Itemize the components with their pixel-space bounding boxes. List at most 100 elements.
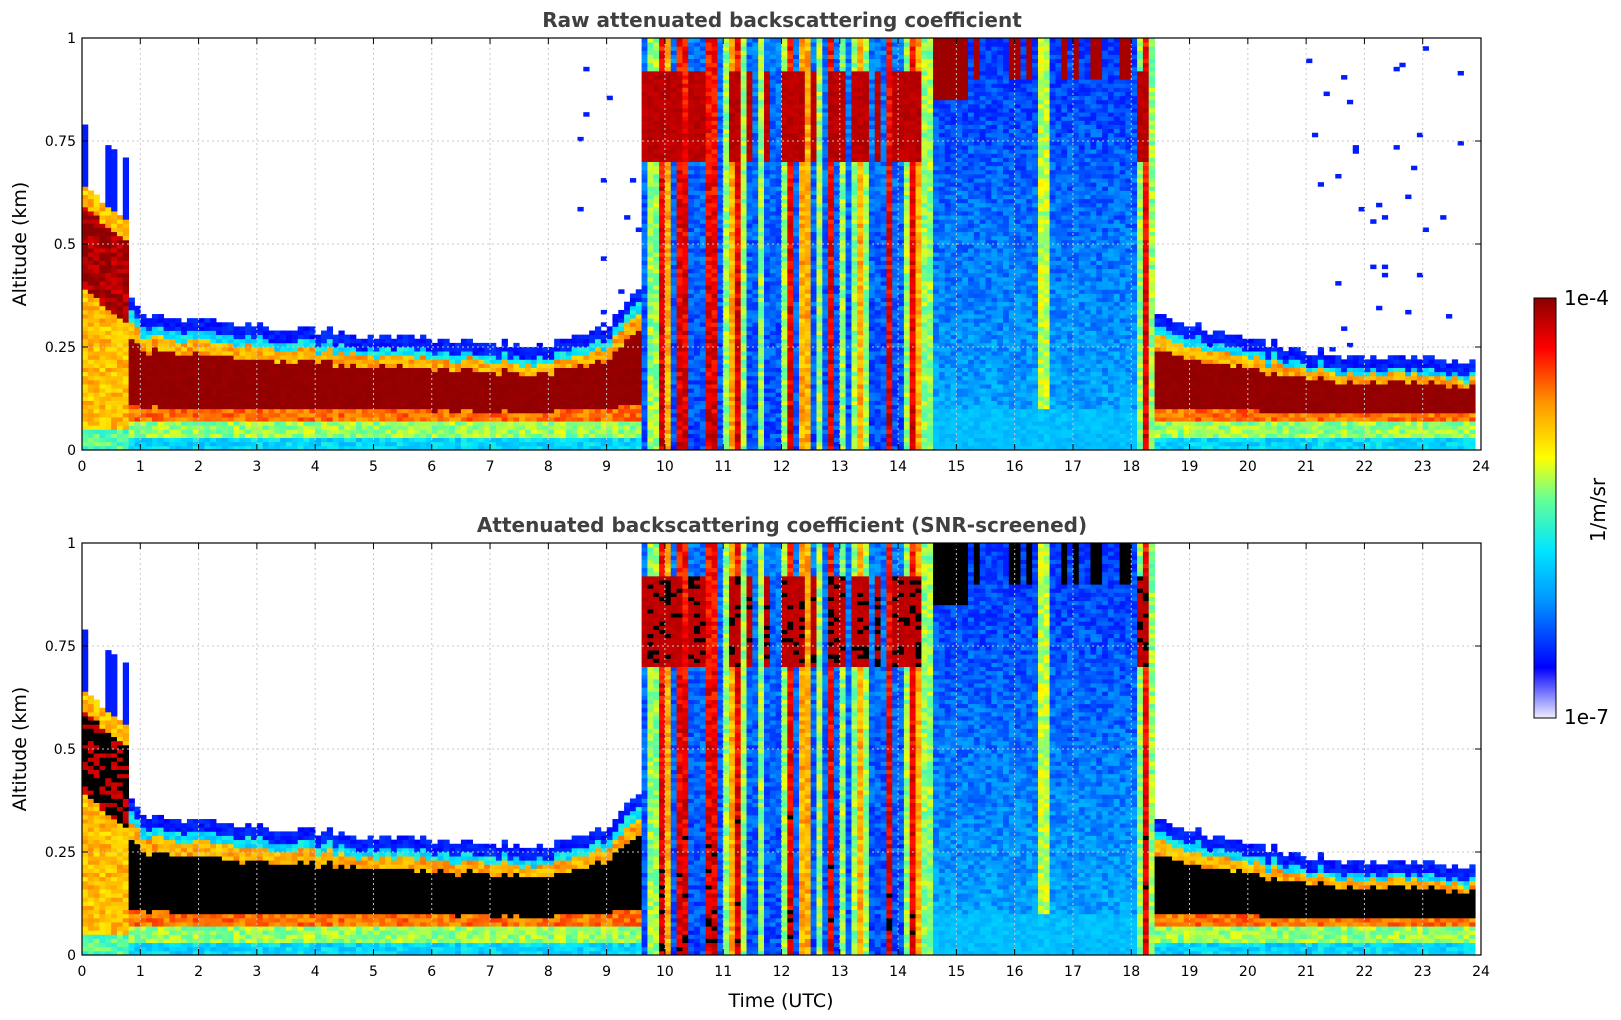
heatmap-cell bbox=[239, 396, 246, 401]
heatmap-cell bbox=[140, 392, 147, 397]
heatmap-cell bbox=[268, 441, 275, 447]
heatmap-cell bbox=[612, 429, 619, 434]
heatmap-cell bbox=[379, 445, 386, 451]
heatmap-cell bbox=[87, 338, 95, 344]
heatmap-cell bbox=[647, 260, 654, 265]
heatmap-cell bbox=[122, 252, 130, 257]
heatmap-cell bbox=[536, 404, 543, 410]
heatmap-cell bbox=[355, 421, 363, 426]
heatmap-cell bbox=[641, 322, 648, 327]
heatmap-cell bbox=[355, 392, 363, 397]
heatmap-cell bbox=[431, 421, 438, 426]
heatmap-cell bbox=[653, 145, 660, 150]
heatmap-cell bbox=[186, 437, 194, 443]
heatmap-cell bbox=[734, 367, 742, 373]
heatmap-cell bbox=[559, 367, 567, 373]
heatmap-cell bbox=[268, 388, 275, 393]
heatmap-cell bbox=[140, 425, 147, 430]
heatmap-cell bbox=[99, 314, 106, 319]
heatmap-cell bbox=[594, 408, 602, 414]
heatmap-cell bbox=[740, 359, 747, 364]
heatmap-cell bbox=[105, 178, 112, 183]
heatmap-cell bbox=[723, 223, 730, 228]
heatmap-cell bbox=[449, 400, 456, 406]
heatmap-cell bbox=[181, 359, 188, 364]
heatmap-cell bbox=[437, 441, 444, 447]
heatmap-cell bbox=[449, 408, 456, 414]
heatmap-cell bbox=[729, 161, 736, 167]
heatmap-cell bbox=[216, 355, 223, 360]
heatmap-cell bbox=[594, 441, 602, 447]
heatmap-cell bbox=[740, 264, 747, 270]
heatmap-cell bbox=[577, 433, 584, 439]
heatmap-cell bbox=[559, 347, 567, 352]
heatmap-cell bbox=[641, 141, 648, 146]
heatmap-cell bbox=[647, 293, 654, 298]
heatmap-cell bbox=[740, 421, 747, 426]
heatmap-cell bbox=[151, 425, 159, 430]
heatmap-cell bbox=[571, 437, 578, 443]
heatmap-cell bbox=[385, 441, 392, 447]
heatmap-cell bbox=[495, 367, 503, 373]
heatmap-cell bbox=[455, 437, 462, 443]
heatmap-cell bbox=[163, 347, 170, 352]
heatmap-cell bbox=[163, 334, 170, 340]
heatmap-cell bbox=[93, 425, 100, 430]
heatmap-cell bbox=[682, 256, 689, 261]
heatmap-cell bbox=[530, 347, 538, 352]
heatmap-cell bbox=[501, 367, 508, 373]
heatmap-cell bbox=[93, 367, 100, 373]
heatmap-cell bbox=[472, 400, 479, 406]
heatmap-cell bbox=[466, 355, 473, 360]
heatmap-cell bbox=[571, 371, 578, 377]
heatmap-cell bbox=[635, 227, 642, 233]
heatmap-cell bbox=[233, 408, 240, 414]
heatmap-cell bbox=[490, 355, 497, 360]
heatmap-cell bbox=[624, 379, 631, 385]
heatmap-cell bbox=[670, 363, 677, 368]
heatmap-cell bbox=[734, 260, 742, 265]
heatmap-cell bbox=[647, 433, 654, 439]
heatmap-cell bbox=[717, 314, 724, 319]
heatmap-cell bbox=[122, 412, 130, 418]
heatmap-cell bbox=[93, 252, 100, 257]
heatmap-cell bbox=[262, 417, 269, 422]
heatmap-cell bbox=[676, 239, 683, 245]
heatmap-cell bbox=[694, 149, 701, 154]
heatmap-cell bbox=[105, 227, 112, 233]
heatmap-cell bbox=[443, 433, 450, 439]
heatmap-cell bbox=[116, 347, 124, 352]
heatmap-cell bbox=[717, 54, 724, 59]
heatmap-cell bbox=[729, 384, 736, 389]
heatmap-cell bbox=[151, 371, 159, 377]
heatmap-cell bbox=[87, 256, 95, 261]
heatmap-cell bbox=[151, 367, 159, 373]
heatmap-cell bbox=[286, 421, 293, 426]
heatmap-cell bbox=[402, 408, 409, 414]
heatmap-cell bbox=[251, 367, 258, 373]
heatmap-cell bbox=[705, 276, 712, 282]
heatmap-cell bbox=[175, 429, 182, 434]
heatmap-cell bbox=[169, 367, 176, 373]
heatmap-cell bbox=[525, 388, 532, 393]
heatmap-cell bbox=[554, 392, 561, 397]
heatmap-cell bbox=[559, 392, 567, 397]
heatmap-cell bbox=[740, 425, 747, 430]
heatmap-cell bbox=[694, 235, 701, 241]
heatmap-cell bbox=[169, 363, 176, 368]
heatmap-cell bbox=[140, 429, 147, 434]
heatmap-cell bbox=[682, 441, 689, 447]
heatmap-cell bbox=[105, 211, 112, 216]
heatmap-cell bbox=[286, 379, 293, 385]
heatmap-cell bbox=[746, 206, 753, 212]
heatmap-cell bbox=[350, 388, 357, 393]
heatmap-cell bbox=[87, 421, 95, 426]
heatmap-cell bbox=[204, 417, 211, 422]
heatmap-cell bbox=[664, 70, 672, 76]
heatmap-cell bbox=[198, 334, 205, 340]
heatmap-cell bbox=[664, 42, 672, 47]
heatmap-cell bbox=[688, 112, 695, 117]
heatmap-cell bbox=[99, 400, 106, 406]
heatmap-cell bbox=[82, 412, 89, 418]
heatmap-cell bbox=[379, 384, 386, 389]
